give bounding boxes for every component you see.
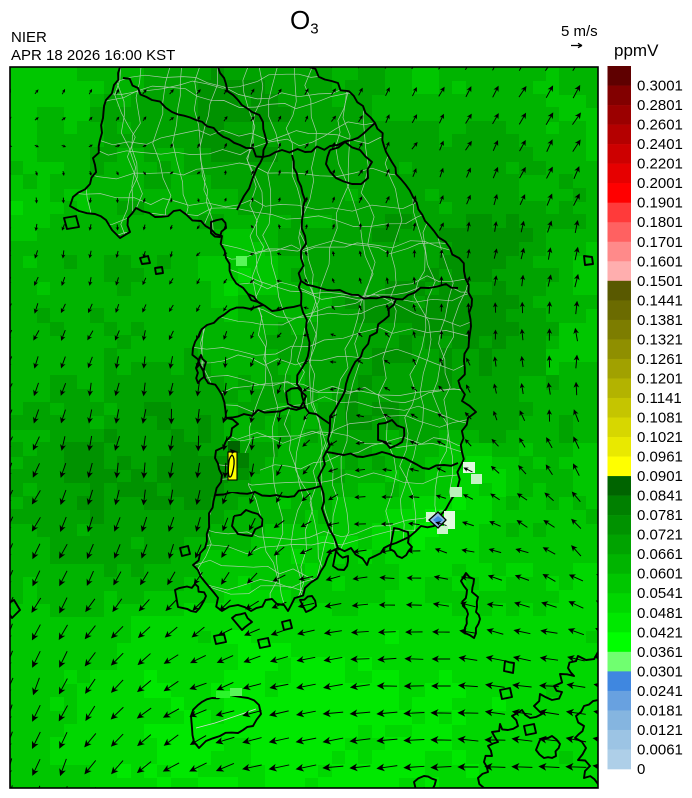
svg-text:APR 18 2026 16:00 KST: APR 18 2026 16:00 KST (11, 47, 175, 64)
svg-text:0.0481: 0.0481 (637, 605, 683, 622)
svg-text:0.0361: 0.0361 (637, 644, 683, 661)
svg-text:0.0181: 0.0181 (637, 702, 683, 719)
svg-text:0.1141: 0.1141 (637, 390, 682, 407)
svg-text:0.1201: 0.1201 (637, 370, 683, 387)
svg-text:0.2801: 0.2801 (637, 97, 683, 114)
svg-text:0.1381: 0.1381 (637, 312, 683, 329)
svg-text:0.2001: 0.2001 (637, 175, 683, 192)
svg-text:0.3001: 0.3001 (637, 78, 683, 95)
svg-text:0.0241: 0.0241 (637, 683, 683, 700)
svg-text:0.1901: 0.1901 (637, 195, 683, 212)
svg-text:0.1801: 0.1801 (637, 214, 683, 231)
svg-text:0.2601: 0.2601 (637, 117, 683, 134)
svg-text:0.0301: 0.0301 (637, 663, 683, 680)
svg-text:0.0541: 0.0541 (637, 585, 683, 602)
svg-text:0.1501: 0.1501 (637, 273, 683, 290)
svg-text:NIER: NIER (11, 29, 47, 46)
svg-text:0.0961: 0.0961 (637, 449, 683, 466)
svg-text:0.0421: 0.0421 (637, 624, 683, 641)
svg-text:0.2401: 0.2401 (637, 136, 683, 153)
svg-text:0.0781: 0.0781 (637, 507, 683, 524)
svg-text:0: 0 (637, 761, 645, 778)
svg-text:0.0601: 0.0601 (637, 566, 683, 583)
svg-text:0.0121: 0.0121 (637, 722, 683, 739)
svg-text:0.2201: 0.2201 (637, 156, 683, 173)
svg-text:ppmV: ppmV (614, 41, 659, 60)
svg-text:0.1601: 0.1601 (637, 253, 683, 270)
svg-text:0.1261: 0.1261 (637, 351, 683, 368)
svg-text:0.0841: 0.0841 (637, 488, 683, 505)
svg-text:0.0661: 0.0661 (637, 546, 683, 563)
svg-text:0.0061: 0.0061 (637, 742, 683, 759)
svg-text:0.1321: 0.1321 (637, 331, 683, 348)
svg-text:5 m/s: 5 m/s (561, 23, 598, 40)
svg-text:0.0901: 0.0901 (637, 468, 683, 485)
svg-text:0.1021: 0.1021 (637, 429, 683, 446)
svg-text:0.1081: 0.1081 (637, 410, 683, 427)
svg-text:0.0721: 0.0721 (637, 527, 683, 544)
svg-text:0.1441: 0.1441 (637, 292, 683, 309)
svg-text:0.1701: 0.1701 (637, 234, 683, 251)
